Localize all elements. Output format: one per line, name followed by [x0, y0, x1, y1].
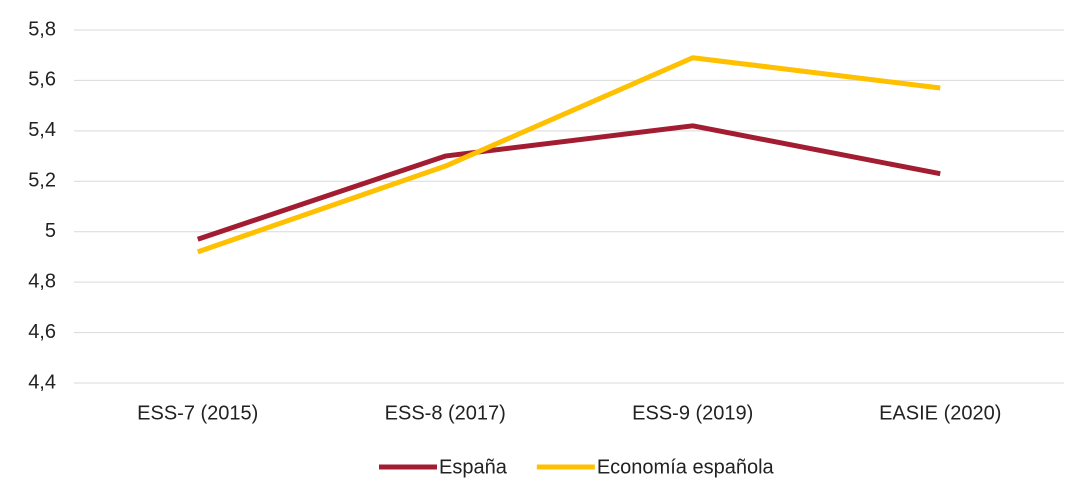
- y-tick-label: 4,4: [28, 371, 56, 393]
- line-series: [196, 55, 941, 255]
- x-tick-label: ESS-9 (2019): [632, 402, 753, 424]
- x-tick-label: ESS-8 (2017): [385, 402, 506, 424]
- y-tick-label: 5,2: [28, 170, 56, 192]
- y-tick-label: 4,8: [28, 270, 56, 292]
- legend-label: España: [439, 456, 508, 478]
- y-tick-label: 5,6: [28, 69, 56, 91]
- y-tick-label: 5: [45, 220, 56, 242]
- legend-label: Economía española: [597, 456, 775, 478]
- y-tick-label: 4,6: [28, 321, 56, 343]
- x-tick-label: EASIE (2020): [879, 402, 1001, 424]
- y-tick-label: 5,8: [28, 18, 56, 40]
- line-series: [196, 123, 941, 242]
- x-tick-label: ESS-7 (2015): [137, 402, 258, 424]
- y-tick-label: 5,4: [28, 119, 56, 141]
